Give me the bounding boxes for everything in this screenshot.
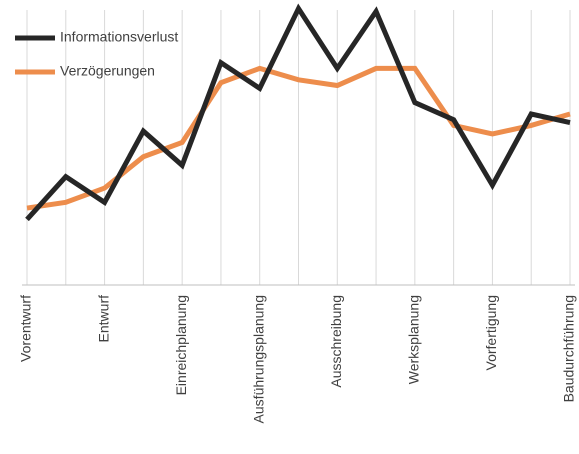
x-tick-label: Baudurchführung: [561, 295, 577, 402]
x-tick-label: Ausschreibung: [328, 295, 344, 388]
x-tick-label: Vorfertigung: [483, 295, 499, 371]
x-tick-label: Ausführungsplanung: [250, 295, 266, 423]
x-tick-label: Entwurf: [95, 295, 111, 343]
x-tick-label: Vorentwurf: [18, 295, 34, 362]
x-tick-label: Einreichplanung: [173, 295, 189, 395]
x-tick-label: Werksplanung: [406, 295, 422, 384]
legend-label: Informationsverlust: [60, 29, 178, 45]
legend-label: Verzögerungen: [60, 63, 155, 79]
line: [25, 3, 571, 222]
